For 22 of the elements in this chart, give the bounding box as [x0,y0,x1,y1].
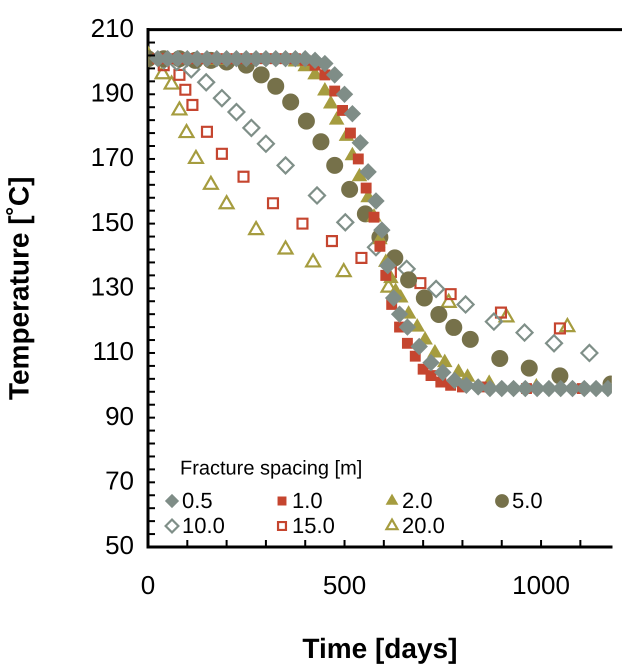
y-tick-label: 210 [90,12,134,43]
y-tick-label: 50 [105,530,134,560]
legend-label: 1.0 [292,488,323,514]
y-tick-label: 150 [90,206,134,237]
x-tick-label: 0 [140,570,156,600]
y-tick-label: 170 [90,142,134,172]
x-tick-label: 500 [322,570,366,600]
legend-label: 20.0 [402,513,445,538]
y-tick-label: 90 [105,400,134,431]
y-tick-label: 130 [90,271,134,302]
legend-label: 0.5 [182,488,213,514]
legend-label: 10.0 [182,513,225,538]
legend-title: Fracture spacing [m] [180,458,362,480]
x-tick-label: 1000 [512,570,570,600]
x-axis-title: Time [days] [302,632,458,664]
y-tick-label: 110 [92,336,134,366]
y-tick-label: 70 [105,465,134,496]
y-axis-title: Temperature [˚C] [4,176,35,400]
legend-label: 2.0 [402,488,433,514]
legend-label: 15.0 [292,513,335,538]
legend-label: 5.0 [512,488,543,514]
y-tick-label: 190 [90,77,134,108]
